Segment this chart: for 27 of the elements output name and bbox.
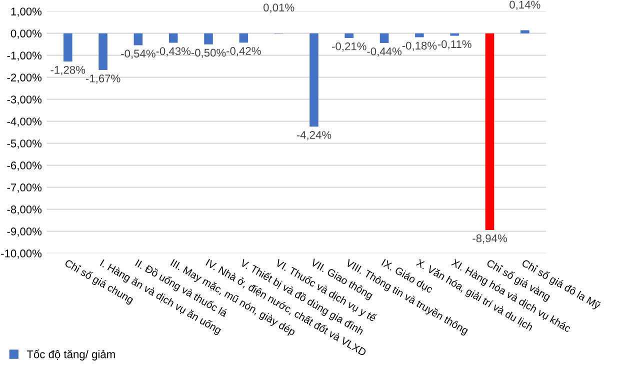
data-label: -0,42% — [226, 47, 261, 56]
y-tick-label: -2,00% — [7, 74, 42, 83]
y-tick-label: -3,00% — [7, 96, 42, 105]
y-tick-label: -4,00% — [7, 118, 42, 127]
data-label: -0,18% — [402, 42, 437, 51]
data-label: -0,11% — [438, 40, 472, 50]
data-label: -1,67% — [86, 74, 120, 84]
y-tick-label: -7,00% — [7, 184, 42, 193]
data-label: 0,14% — [510, 0, 540, 10]
data-label: -1,28% — [50, 66, 86, 76]
y-tick-label: 1,00% — [11, 8, 42, 17]
data-label: -8,94% — [472, 234, 507, 244]
y-tick-label: -6,00% — [7, 162, 42, 171]
data-label: -0,43% — [156, 47, 191, 56]
data-label: -0,50% — [191, 48, 226, 58]
data-label: -0,21% — [332, 42, 366, 52]
y-tick-label: -10,00% — [1, 250, 42, 259]
data-label: -0,54% — [121, 50, 156, 59]
y-tick-label: -9,00% — [7, 228, 42, 237]
data-label: -0,44% — [367, 47, 402, 57]
y-tick-label: -1,00% — [7, 52, 42, 61]
y-tick-label: -8,00% — [7, 206, 42, 215]
data-label: 0,01% — [264, 4, 294, 13]
y-tick-label: -5,00% — [7, 140, 42, 149]
data-label: -4,24% — [296, 131, 332, 140]
legend-label: Tốc độ tăng/ giảm — [26, 350, 115, 360]
y-tick-label: 0,00% — [10, 30, 42, 39]
